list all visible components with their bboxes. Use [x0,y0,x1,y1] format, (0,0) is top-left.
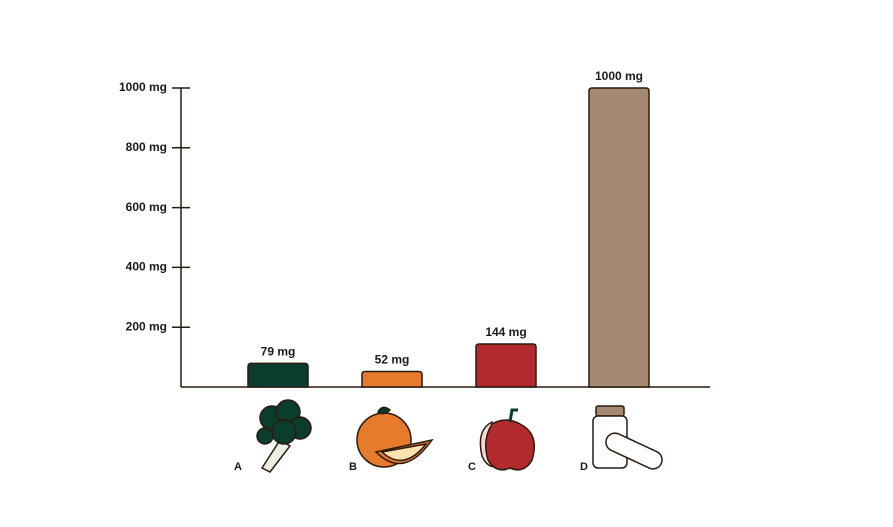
value-label: 79 mg [261,345,296,359]
x-tick-label: A [234,461,242,473]
value-label: 144 mg [485,325,526,339]
bar [588,87,650,388]
value-label: 52 mg [375,353,410,367]
orange-icon [356,406,434,468]
bar [247,362,309,388]
y-tick-label: 1000 mg [119,80,167,94]
y-tick-label: 800 mg [126,140,167,154]
value-label: 1000 mg [595,69,643,83]
pepper-icon [479,408,535,471]
x-tick-label: C [468,461,476,473]
icons [256,399,663,473]
x-tick-label: D [580,461,588,473]
supplement-icon [592,405,663,470]
y-tick-label: 600 mg [126,200,167,214]
bar [361,370,423,388]
broccoli-icon [256,399,312,473]
y-tick-label: 400 mg [126,260,167,274]
y-tick-label: 200 mg [126,319,167,333]
bar [475,343,537,388]
x-tick-label: B [349,461,357,473]
